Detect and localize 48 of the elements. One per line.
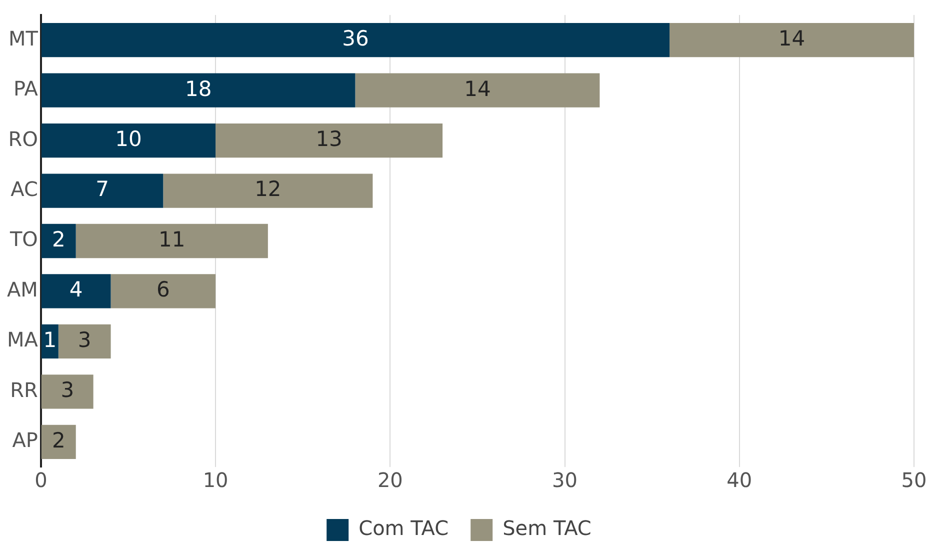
bar: [76, 224, 268, 258]
x-tick-label: 40: [726, 468, 752, 492]
data-label: 11: [158, 227, 186, 252]
bar: [41, 23, 670, 58]
data-label: 12: [254, 177, 282, 202]
y-tick-label: AP: [12, 428, 38, 452]
bar: [41, 224, 76, 258]
bar: [216, 123, 443, 158]
bar: [41, 123, 216, 158]
data-label: 13: [316, 127, 342, 152]
data-label: 7: [96, 177, 109, 202]
y-tick-label: RO: [8, 126, 38, 151]
data-label: 2: [52, 428, 66, 452]
data-label: 3: [78, 328, 92, 352]
x-tick-label: 30: [552, 468, 578, 492]
bar: [670, 23, 914, 58]
x-tick-label: 50: [901, 468, 927, 492]
bar: [41, 174, 164, 208]
data-label: 6: [156, 278, 170, 302]
bar: [355, 73, 600, 108]
data-label: 36: [342, 26, 369, 51]
x-tick-label: 10: [202, 468, 228, 492]
legend-label: Com TAC: [358, 516, 449, 540]
data-label: 1: [43, 328, 57, 352]
bar: [110, 274, 216, 308]
bar: [41, 274, 111, 308]
bar: [58, 324, 111, 359]
y-tick-label: MA: [7, 328, 38, 352]
data-label: 4: [69, 278, 83, 302]
bar: [41, 424, 76, 459]
data-label: 14: [464, 76, 491, 101]
y-tick-label: AC: [10, 176, 38, 201]
x-tick-label: 20: [377, 468, 403, 492]
bar: [163, 174, 373, 208]
y-tick-label: PA: [13, 76, 38, 101]
data-label: 14: [778, 26, 806, 51]
y-tick-label: MT: [8, 26, 39, 50]
data-label: 2: [52, 227, 66, 252]
data-label: 3: [60, 378, 74, 402]
y-tick-label: AM: [7, 277, 38, 302]
x-tick-label: 0: [34, 468, 48, 492]
data-label: 10: [115, 127, 142, 152]
y-tick-label: RR: [10, 378, 38, 402]
bar: [41, 73, 356, 108]
bar: [41, 374, 94, 409]
y-tick-label: TO: [8, 227, 38, 252]
data-label: 18: [184, 76, 212, 101]
legend-label: Sem TAC: [502, 516, 592, 540]
